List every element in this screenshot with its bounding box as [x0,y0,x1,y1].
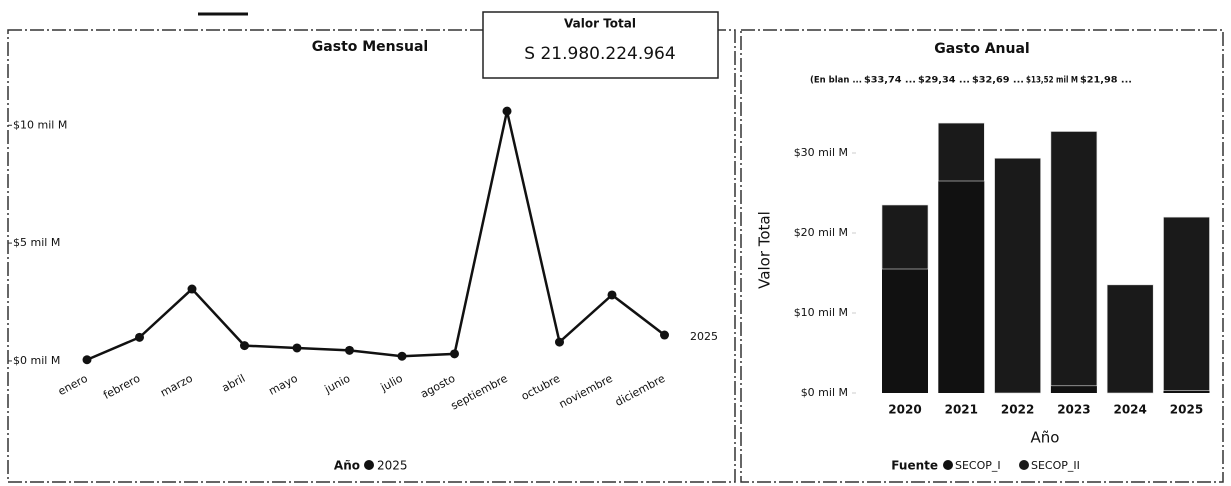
x-tick-label: 2023 [1057,403,1090,417]
point [397,351,407,361]
bar-segment [1050,385,1097,393]
point [187,284,197,294]
x-tick-label: agosto [418,372,457,401]
x-axis-title: Año [1031,429,1060,447]
point [292,343,302,353]
bar-segment [937,122,985,182]
bar-segment [882,269,928,393]
chart-title: Gasto Mensual [312,39,428,55]
card-value: S 21.980.224.964 [524,44,675,64]
bar-segment [1106,284,1154,394]
bar-segment [1163,390,1210,393]
y-axis-title: Valor Total [756,211,774,289]
y-tick-label: $5 mil M [13,236,60,249]
point [660,330,669,340]
x-tick-label: febrero [101,372,142,402]
data-label: $13,52 mil M [1026,76,1078,86]
point [607,290,617,300]
y-tick-label: $20 mil M [794,226,848,239]
y-tick-label: $10 mil M [794,306,848,319]
x-tick-label: abril [220,372,248,395]
y-tick-label: $30 mil M [794,146,848,159]
point [345,345,354,355]
bar-segment [938,181,985,393]
legend-swatch [364,460,374,470]
legend-swatch [943,460,953,470]
bar-segment [1050,131,1098,387]
x-tick-label: 2022 [1001,403,1034,417]
y-tick-label: $10 mil M [13,118,67,131]
x-tick-label: diciembre [613,372,668,409]
data-label: $33,74 ... [864,76,916,86]
x-tick-label: octubre [519,372,562,403]
x-tick-label: 2020 [888,403,921,417]
y-tick-label: $0 mil M [801,386,848,399]
x-tick-label: 2024 [1113,403,1146,417]
bar-segment [881,204,929,270]
point [502,106,512,116]
x-tick-label: 2025 [1170,403,1203,417]
point [240,341,249,351]
x-tick-label: mayo [267,372,300,398]
x-tick-label: enero [56,372,90,398]
x-tick-label: noviembre [557,372,615,411]
data-label: $21,98 ... [1080,76,1132,86]
data-label: $29,34 ... [918,76,970,86]
data-label: $32,69 ... [972,76,1024,86]
legend-label: SECOP_II [1031,459,1080,472]
card-title: Valor Total [564,17,636,31]
x-tick-label: 2021 [945,403,978,417]
card [482,11,719,79]
chart-title: Gasto Anual [934,41,1029,57]
legend-title: Año [334,459,360,473]
data-label: (En blan ... [810,76,862,86]
series-end-label: 2025 [690,330,718,343]
legend-title: Fuente [891,459,938,473]
point [82,355,92,365]
x-tick-label: septiembre [449,372,510,413]
y-tick-label: $0 mil M [13,354,60,367]
legend-label: 2025 [377,459,408,473]
left-panel [7,29,736,483]
x-tick-label: marzo [158,372,195,400]
point [135,332,144,342]
bar-segment [1163,216,1210,391]
point [555,337,564,347]
right-panel [740,29,1224,483]
legend-label: SECOP_I [955,459,1001,472]
x-tick-label: junio [322,372,353,397]
x-tick-label: julio [378,372,405,395]
point [450,349,459,359]
bar-segment [994,157,1041,394]
legend-swatch [1019,460,1029,470]
line [86,110,666,361]
